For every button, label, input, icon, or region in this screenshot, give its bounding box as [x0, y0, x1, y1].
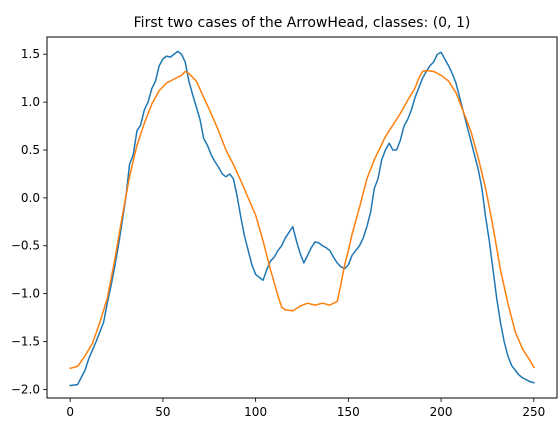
x-tick-label: 100 [244, 405, 267, 419]
series-line-2 [69, 69, 535, 370]
y-tick-label: −1.0 [11, 287, 40, 301]
x-axis-ticks: 0 50 100 150 200 250 [66, 398, 545, 419]
x-tick-label: 250 [522, 405, 545, 419]
plot-frame [46, 36, 558, 399]
y-tick-label: 1.5 [21, 47, 40, 61]
axes [46, 36, 558, 399]
y-tick-label: −0.5 [11, 239, 40, 253]
y-tick-label: −2.0 [11, 382, 40, 396]
series-line-1 [69, 50, 535, 387]
y-tick-label: 0.5 [21, 143, 40, 157]
x-tick-label: 0 [66, 405, 74, 419]
x-tick-label: 50 [155, 405, 170, 419]
x-tick-label: 150 [337, 405, 360, 419]
x-tick-label: 200 [430, 405, 453, 419]
y-tick-label: 1.0 [21, 95, 40, 109]
series-layer [69, 50, 535, 387]
y-tick-label: 0.0 [21, 191, 40, 205]
chart-title: First two cases of the ArrowHead, classe… [134, 15, 471, 31]
y-tick-label: −1.5 [11, 335, 40, 349]
y-axis-ticks: −2.0 −1.5 −1.0 −0.5 0.0 0.5 1.0 1.5 [11, 47, 47, 396]
